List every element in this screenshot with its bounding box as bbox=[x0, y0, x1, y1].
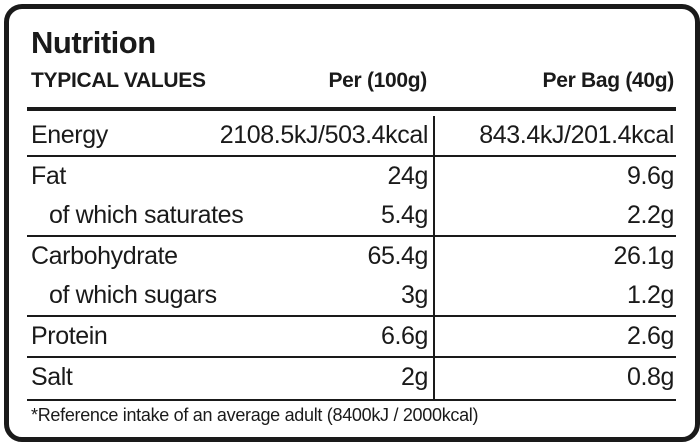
row-value-perbag: 1.2g bbox=[626, 281, 674, 309]
row-value-per100: 2g bbox=[400, 363, 428, 391]
row-value-per100: 5.4g bbox=[380, 201, 428, 229]
row-value-per100: 3g bbox=[400, 281, 428, 309]
row-value-per100: 24g bbox=[387, 162, 428, 190]
row-label: Carbohydrate bbox=[31, 242, 178, 270]
row-label: of which sugars bbox=[49, 281, 217, 309]
table-row-protein: Protein 6.6g 2.6g bbox=[27, 315, 676, 356]
row-label: of which saturates bbox=[49, 201, 244, 229]
header-typical-values: TYPICAL VALUES bbox=[31, 69, 206, 92]
row-value-perbag: 26.1g bbox=[613, 242, 674, 270]
table-row-saturates: of which saturates 5.4g 2.2g bbox=[27, 196, 676, 235]
table-row-salt: Salt 2g 0.8g bbox=[27, 356, 676, 397]
table-bottom-divider bbox=[27, 399, 676, 401]
table-row-sugars: of which sugars 3g 1.2g bbox=[27, 276, 676, 315]
row-value-per100: 65.4g bbox=[367, 242, 428, 270]
header-divider bbox=[27, 107, 676, 111]
footnote: *Reference intake of an average adult (8… bbox=[31, 405, 479, 425]
row-value-per100: 6.6g bbox=[380, 322, 428, 350]
column-divider bbox=[433, 116, 435, 399]
row-value-perbag: 2.2g bbox=[626, 201, 674, 229]
nutrition-label: Nutrition TYPICAL VALUES Per (100g) Per … bbox=[4, 4, 700, 442]
row-label: Protein bbox=[31, 322, 108, 350]
table-row-carbohydrate: Carbohydrate 65.4g 26.1g bbox=[27, 235, 676, 276]
row-label: Energy bbox=[31, 121, 108, 149]
header-per-100g: Per (100g) bbox=[328, 69, 427, 92]
row-value-perbag: 0.8g bbox=[626, 363, 674, 391]
row-label: Fat bbox=[31, 162, 66, 190]
row-value-perbag: 843.4kJ/201.4kcal bbox=[479, 121, 674, 149]
row-value-per100: 2108.5kJ/503.4kcal bbox=[219, 121, 429, 149]
row-value-perbag: 2.6g bbox=[626, 322, 674, 350]
row-label: Salt bbox=[31, 363, 73, 391]
label-title: Nutrition bbox=[31, 25, 156, 60]
header-per-bag: Per Bag (40g) bbox=[542, 69, 675, 92]
table-row-energy: Energy 2108.5kJ/503.4kcal 843.4kJ/201.4k… bbox=[27, 116, 676, 155]
row-value-perbag: 9.6g bbox=[626, 162, 674, 190]
table-row-fat: Fat 24g 9.6g bbox=[27, 155, 676, 196]
nutrition-table: Energy 2108.5kJ/503.4kcal 843.4kJ/201.4k… bbox=[27, 116, 676, 397]
